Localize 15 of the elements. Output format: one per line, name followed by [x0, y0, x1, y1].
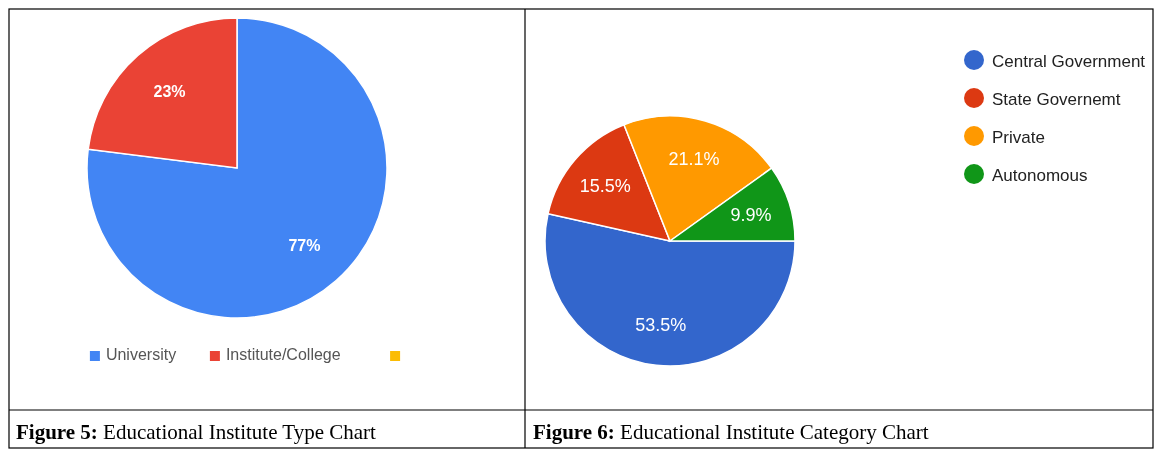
legend-label: Institute/College	[225, 346, 341, 363]
data-label: 77%	[288, 236, 321, 254]
legend-label: Private	[992, 128, 1045, 147]
data-label: 53.5%	[635, 315, 687, 336]
data-label: 15.5%	[579, 175, 631, 196]
data-label: 9.9%	[730, 204, 772, 225]
data-label: 23%	[153, 83, 186, 101]
legend-label: Central Government	[992, 52, 1146, 71]
pie-slice	[86, 17, 388, 319]
legend-label: University	[105, 346, 177, 363]
text: Figure 5: Educational Institute Type Chart	[16, 420, 377, 444]
text: Figure 6: Educational Institute Category Chart	[533, 420, 929, 444]
legend-label: State Governemt	[992, 90, 1121, 109]
legend-label: Autonomous	[992, 166, 1088, 185]
data-label: 21.1%	[668, 149, 720, 170]
